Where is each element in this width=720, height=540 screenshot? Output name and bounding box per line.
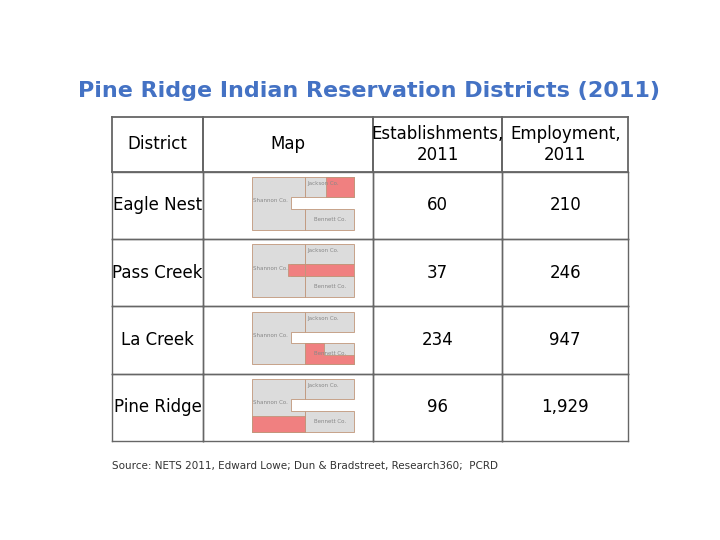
Polygon shape (305, 264, 354, 276)
Text: 947: 947 (549, 331, 581, 349)
Text: Shannon Co.: Shannon Co. (253, 333, 288, 338)
Polygon shape (252, 245, 305, 297)
Text: Employment,
2011: Employment, 2011 (510, 125, 621, 164)
Text: Pass Creek: Pass Creek (112, 264, 203, 282)
Text: Bennett Co.: Bennett Co. (314, 284, 346, 289)
Text: Pine Ridge: Pine Ridge (114, 399, 202, 416)
Polygon shape (252, 312, 305, 364)
Text: 96: 96 (427, 399, 448, 416)
Text: Shannon Co.: Shannon Co. (253, 266, 288, 271)
Polygon shape (305, 177, 354, 197)
Text: 210: 210 (549, 197, 581, 214)
Text: Shannon Co.: Shannon Co. (253, 400, 288, 405)
Polygon shape (305, 245, 354, 264)
Text: Shannon Co.: Shannon Co. (253, 198, 288, 203)
Text: 37: 37 (427, 264, 448, 282)
Polygon shape (305, 410, 354, 431)
Polygon shape (252, 416, 305, 431)
Polygon shape (305, 276, 354, 297)
Text: Eagle Nest: Eagle Nest (113, 197, 202, 214)
Text: 60: 60 (427, 197, 448, 214)
Polygon shape (305, 343, 354, 364)
Polygon shape (305, 312, 354, 332)
Text: Bennett Co.: Bennett Co. (314, 217, 346, 221)
Text: Jackson Co.: Jackson Co. (307, 181, 339, 186)
Text: Jackson Co.: Jackson Co. (307, 248, 339, 253)
Text: Map: Map (270, 135, 305, 153)
Text: Bennett Co.: Bennett Co. (314, 351, 346, 356)
Text: La Creek: La Creek (121, 331, 194, 349)
Polygon shape (252, 177, 305, 230)
Text: District: District (127, 135, 187, 153)
Text: 234: 234 (422, 331, 454, 349)
Text: Bennett Co.: Bennett Co. (314, 418, 346, 423)
Text: Establishments,
2011: Establishments, 2011 (372, 125, 504, 164)
Polygon shape (288, 264, 305, 276)
Text: Source: NETS 2011, Edward Lowe; Dun & Bradstreet, Research360;  PCRD: Source: NETS 2011, Edward Lowe; Dun & Br… (112, 462, 498, 471)
Polygon shape (325, 177, 354, 197)
Polygon shape (305, 343, 354, 364)
Polygon shape (305, 379, 354, 399)
Text: 246: 246 (549, 264, 581, 282)
Text: 1,929: 1,929 (541, 399, 589, 416)
Text: Jackson Co.: Jackson Co. (307, 315, 339, 321)
Polygon shape (305, 208, 354, 230)
Polygon shape (252, 379, 305, 431)
Text: Pine Ridge Indian Reservation Districts (2011): Pine Ridge Indian Reservation Districts … (78, 82, 660, 102)
Text: Jackson Co.: Jackson Co. (307, 383, 339, 388)
